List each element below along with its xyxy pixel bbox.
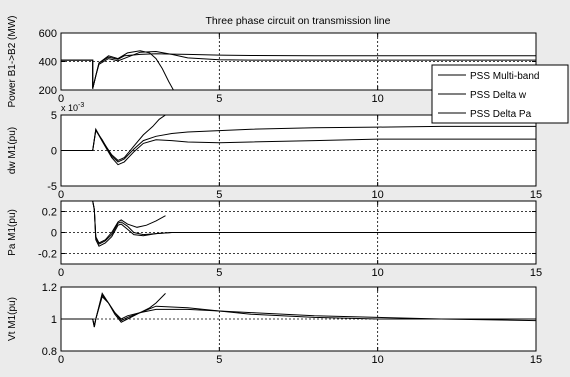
y-axis-label: Power B1->B2 (MW) xyxy=(7,16,18,108)
panel-3: 0 5 10 15-0.200.2Pa M1(pu) xyxy=(7,200,542,279)
y-tick-label: 1.2 xyxy=(42,282,57,294)
exponent-label: x 10-3 xyxy=(61,102,84,113)
x-tick-label: 0 xyxy=(58,354,64,366)
y-tick-label: -0.2 xyxy=(38,249,57,261)
y-axis-label: dw M1(pu) xyxy=(7,127,18,174)
y-axis-label: Vt M1(pu) xyxy=(7,297,18,341)
y-tick-label: 0.8 xyxy=(42,346,57,358)
y-tick-label: 600 xyxy=(39,28,57,40)
y-tick-label: 1 xyxy=(51,314,57,326)
exponent-power: -3 xyxy=(78,102,84,109)
series-group xyxy=(92,201,536,247)
y-tick-label: 0 xyxy=(51,146,57,158)
x-tick-label: 5 xyxy=(216,93,222,105)
series-line-3 xyxy=(61,50,174,90)
y-axis-label: Pa M1(pu) xyxy=(7,209,18,256)
series-line-2 xyxy=(92,201,536,247)
y-tick-label: 0 xyxy=(51,228,57,240)
chart-title: Three phase circuit on transmission line xyxy=(205,15,390,27)
x-tick-label: 0 xyxy=(58,93,64,105)
legend-item: PSS Delta w xyxy=(438,90,527,101)
exponent-base: x 10 xyxy=(61,103,78,113)
y-tick-label: 200 xyxy=(39,85,57,97)
series-line-3 xyxy=(92,292,166,328)
panels: 051015200400600Power B1->B2 (MW)051015-5… xyxy=(7,16,542,366)
x-tick-label: 10 xyxy=(372,354,384,366)
legend-item: PSS Delta Pa xyxy=(438,109,532,120)
x-tick-label: 15 xyxy=(530,267,542,279)
legend-label: PSS Delta Pa xyxy=(470,109,532,120)
series-group xyxy=(61,50,536,90)
legend-label: PSS Delta w xyxy=(470,90,527,101)
legend-item: PSS Multi-band xyxy=(438,71,539,82)
legend: PSS Multi-band PSS Delta w PSS Delta Pa xyxy=(431,64,569,124)
x-tick-label: 0 xyxy=(58,189,64,201)
x-tick-label: 5 xyxy=(216,354,222,366)
x-tick-label: 10 xyxy=(372,93,384,105)
panel-4: 0 5 10 15 0.8 1 1.2 Vt M1(pu) xyxy=(7,282,542,366)
y-tick-label: -5 xyxy=(47,181,57,193)
x-tick-label: 10 xyxy=(372,189,384,201)
x-tick-label: 5 xyxy=(216,189,222,201)
y-tick-label: 400 xyxy=(39,57,57,69)
y-tick-label: 5 xyxy=(51,110,57,122)
x-tick-label: 15 xyxy=(530,354,542,366)
series-group xyxy=(61,292,536,328)
y-tick-label: 0.2 xyxy=(42,207,57,219)
series-group xyxy=(61,115,536,166)
x-tick-label: 0 xyxy=(58,267,64,279)
series-line-3 xyxy=(92,201,166,244)
x-tick-label: 10 xyxy=(372,267,384,279)
x-tick-label: 15 xyxy=(530,189,542,201)
series-line-3 xyxy=(61,115,166,161)
legend-label: PSS Multi-band xyxy=(470,71,539,82)
panel-1: 051015200400600Power B1->B2 (MW) xyxy=(7,16,542,108)
x-tick-label: 5 xyxy=(216,267,222,279)
